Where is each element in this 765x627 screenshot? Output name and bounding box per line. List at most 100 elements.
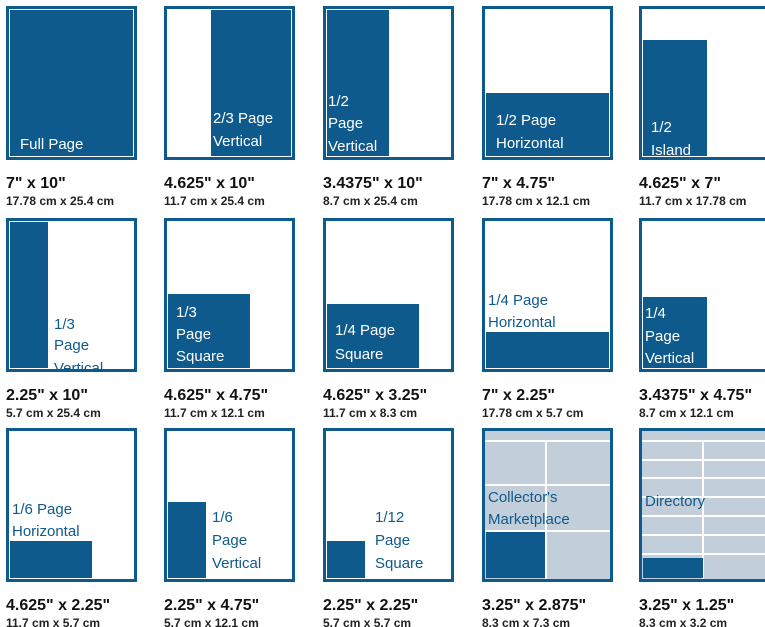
ad-label: Horizontal [488, 314, 556, 331]
ad-box: 1/6 Page Vertical [164, 428, 295, 582]
box-border [639, 6, 765, 160]
ad-box: 1/3 Page Square [164, 218, 295, 372]
ad-item: Collector's Marketplace 3.25" x 2.875" 8.3 … [482, 428, 613, 627]
ad-label: Full Page [20, 136, 83, 153]
ad-area [643, 40, 707, 156]
box-border [639, 428, 765, 582]
ad-item: 1/4 Page Vertical 3.4375" x 4.75" 8.7 cm x 1… [639, 218, 765, 420]
ad-box: 1/2 Page Vertical [323, 6, 454, 160]
size-metric: 17.78 cm x 12.1 cm [482, 194, 590, 208]
size-inches: 4.625" x 7" [639, 175, 721, 192]
ad-label: Page [375, 532, 410, 549]
size-metric: 8.7 cm x 12.1 cm [639, 406, 734, 420]
ad-area [643, 297, 707, 368]
ad-area [486, 332, 609, 368]
ad-label: Square [375, 555, 423, 572]
ad-item: 1/6 Page Vertical 2.25" x 4.75" 5.7 cm x 12.… [164, 428, 295, 627]
ad-label: Page [176, 326, 211, 343]
ad-item: 1/4 Page Square 4.625" x 3.25" 11.7 cm x 8.… [323, 218, 454, 420]
ad-item: 2/3 Page Vertical 4.625" x 10" 11.7 cm x 25… [164, 6, 295, 208]
box-border [6, 6, 137, 160]
ad-box: 1/2 Page Horizontal [482, 6, 613, 160]
ad-area [211, 10, 291, 156]
ad-label: 1/3 [54, 316, 75, 333]
size-metric: 11.7 cm x 12.1 cm [164, 406, 265, 420]
size-inches: 2.25" x 2.25" [323, 597, 418, 614]
size-metric: 17.78 cm x 25.4 cm [6, 194, 114, 208]
ad-area [168, 502, 206, 578]
ad-label: Vertical [54, 360, 103, 377]
ad-label: 1/3 [176, 304, 197, 321]
box-border [482, 428, 613, 582]
ad-label: 1/4 Page [488, 292, 548, 309]
box-border [639, 218, 765, 372]
ad-label: 1/12 [375, 509, 404, 526]
ad-item: 1/6 Page Horizontal 4.625" x 2.25" 11.7 cm … [6, 428, 137, 627]
ad-item: 1/2 Page Vertical 3.4375" x 10" 8.7 cm x 25.… [323, 6, 454, 208]
size-inches: 3.4375" x 4.75" [639, 387, 752, 404]
ad-area [486, 93, 609, 156]
ad-label: Vertical [645, 350, 694, 367]
size-metric: 5.7 cm x 25.4 cm [6, 406, 101, 420]
ad-label: 1/6 [212, 509, 233, 526]
ad-label: Vertical [212, 555, 261, 572]
ad-item: 1/2 Island 4.625" x 7" 11.7 cm x 17.78 cm [639, 6, 765, 208]
size-inches: 7" x 2.25" [482, 387, 555, 404]
box-border [6, 428, 137, 582]
size-inches: 2.25" x 4.75" [164, 597, 259, 614]
ad-label: 2/3 Page [213, 110, 273, 127]
box-border [164, 428, 295, 582]
size-inches: 7" x 4.75" [482, 175, 555, 192]
ad-box: Directory [639, 428, 765, 582]
ad-box: 1/3 Page Vertical [6, 218, 137, 377]
ad-label: 1/4 Page [335, 322, 395, 339]
ad-label: 1/4 [645, 305, 666, 322]
size-inches: 4.625" x 4.75" [164, 387, 268, 404]
box-border [482, 6, 613, 160]
ad-area [643, 558, 703, 578]
ad-box: 2/3 Page Vertical [164, 6, 295, 160]
size-metric: 8.3 cm x 3.2 cm [639, 616, 727, 627]
ad-box: 1/6 Page Horizontal [6, 428, 137, 582]
size-metric: 8.7 cm x 25.4 cm [323, 194, 418, 208]
size-inches: 4.625" x 10" [164, 175, 255, 192]
box-border [323, 218, 454, 372]
ad-item: 1/4 Page Horizontal 7" x 2.25" 17.78 cm x 5… [482, 218, 613, 420]
ad-box: 1/4 Page Horizontal [482, 218, 613, 372]
size-metric: 11.7 cm x 17.78 cm [639, 194, 746, 208]
ad-label: Horizontal [496, 135, 564, 152]
ad-label: Page [328, 115, 363, 132]
size-metric: 8.3 cm x 7.3 cm [482, 616, 570, 627]
size-inches: 3.25" x 1.25" [639, 597, 734, 614]
ad-box: Collector's Marketplace [482, 428, 613, 582]
size-inches: 2.25" x 10" [6, 387, 88, 404]
ad-label: Page [212, 532, 247, 549]
ad-box: Full Page [6, 6, 137, 160]
ad-box: 1/12 Page Square [323, 428, 454, 582]
ad-label: Island [651, 142, 691, 159]
ad-label: Square [176, 348, 224, 365]
size-inches: 3.25" x 2.875" [482, 597, 586, 614]
ad-item: Directory 3.25" x 1.25" 8.3 cm x 3.2 cm [639, 428, 765, 627]
ad-label: Page [645, 328, 680, 345]
size-metric: 11.7 cm x 5.7 cm [6, 616, 100, 627]
ad-item: 1/12 Page Square 2.25" x 2.25" 5.7 cm x 5.7 … [323, 428, 454, 627]
ad-label: Directory [645, 493, 706, 510]
ad-item: Full Page 7" x 10" 17.78 cm x 25.4 cm [6, 6, 137, 208]
box-border [482, 218, 613, 372]
box-border [6, 218, 137, 372]
ad-item: 1/3 Page Vertical 2.25" x 10" 5.7 cm x 25.4 … [6, 218, 137, 420]
box-border [323, 6, 454, 160]
ad-label: 1/2 [651, 119, 672, 136]
size-metric: 5.7 cm x 5.7 cm [323, 616, 411, 627]
ad-label: 1/2 [328, 93, 349, 110]
box-border [164, 218, 295, 372]
ad-item: 1/3 Page Square 4.625" x 4.75" 11.7 cm x 12.… [164, 218, 295, 420]
ad-area [10, 541, 92, 578]
size-metric: 17.78 cm x 5.7 cm [482, 406, 583, 420]
ad-label: Square [335, 346, 383, 363]
ad-area [486, 532, 545, 578]
ad-area [327, 541, 365, 578]
size-inches: 4.625" x 3.25" [323, 387, 427, 404]
